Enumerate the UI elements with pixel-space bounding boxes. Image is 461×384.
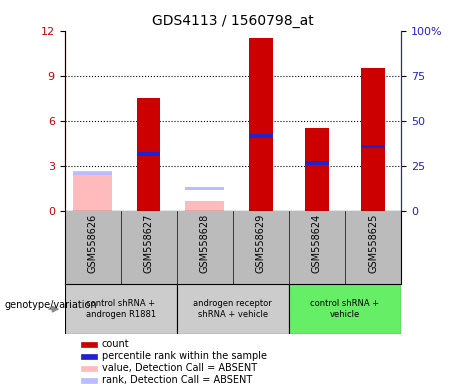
Text: GSM558624: GSM558624 <box>312 214 322 273</box>
Bar <box>185 187 225 190</box>
Text: GSM558625: GSM558625 <box>368 214 378 273</box>
Bar <box>289 284 401 334</box>
Bar <box>82 354 96 359</box>
Text: count: count <box>101 339 129 349</box>
Text: percentile rank within the sample: percentile rank within the sample <box>101 351 266 361</box>
Text: control shRNA +
vehicle: control shRNA + vehicle <box>310 300 379 319</box>
Text: genotype/variation: genotype/variation <box>5 300 97 310</box>
Text: GSM558627: GSM558627 <box>144 214 154 273</box>
Bar <box>82 366 96 371</box>
Bar <box>361 68 385 211</box>
Bar <box>82 341 96 347</box>
Bar <box>73 172 112 175</box>
Text: androgen receptor
shRNA + vehicle: androgen receptor shRNA + vehicle <box>194 300 272 319</box>
Bar <box>305 129 329 211</box>
Bar <box>249 134 272 137</box>
Bar <box>82 377 96 383</box>
Bar <box>305 161 329 165</box>
Bar <box>65 284 177 334</box>
Title: GDS4113 / 1560798_at: GDS4113 / 1560798_at <box>152 14 313 28</box>
Bar <box>185 201 225 211</box>
Text: rank, Detection Call = ABSENT: rank, Detection Call = ABSENT <box>101 376 252 384</box>
Bar <box>137 152 160 156</box>
Text: control shRNA +
androgen R1881: control shRNA + androgen R1881 <box>86 300 156 319</box>
Text: GSM558629: GSM558629 <box>256 214 266 273</box>
Bar <box>137 98 160 211</box>
Bar <box>249 38 272 211</box>
Text: GSM558628: GSM558628 <box>200 214 210 273</box>
Bar <box>73 170 112 211</box>
Text: value, Detection Call = ABSENT: value, Detection Call = ABSENT <box>101 363 257 373</box>
Text: GSM558626: GSM558626 <box>88 214 98 273</box>
Bar <box>361 145 385 148</box>
Bar <box>177 284 289 334</box>
